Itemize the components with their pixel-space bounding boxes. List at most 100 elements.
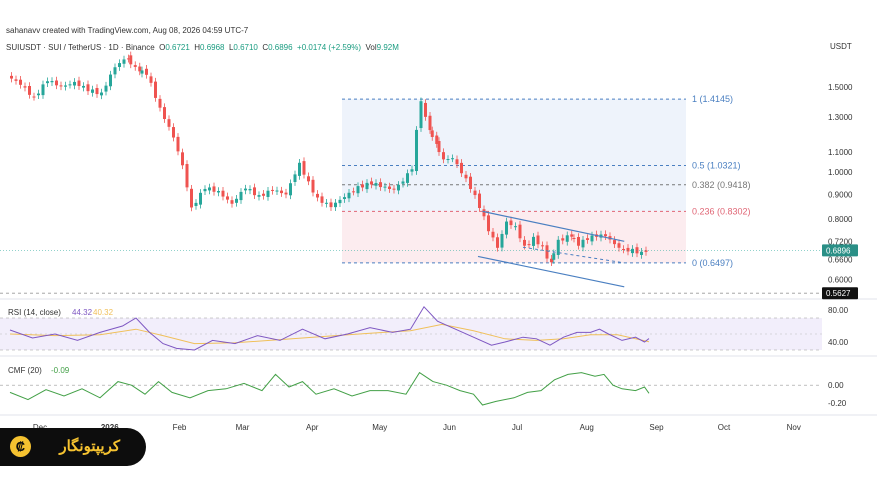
cmf-value: -0.09 <box>51 366 70 375</box>
candle-body <box>280 190 283 194</box>
candle-body <box>149 76 153 83</box>
price-tick-label: 0.7200 <box>828 237 853 246</box>
candle-body <box>388 186 391 190</box>
price-tick-label: 1.1000 <box>828 148 853 157</box>
candle-body <box>577 236 580 246</box>
candle-body <box>617 243 621 248</box>
time-tick-label: Aug <box>580 423 594 432</box>
candle-body <box>613 240 616 245</box>
channel-upper-line <box>482 210 625 242</box>
candle-body <box>129 55 133 65</box>
candle-body <box>41 84 45 96</box>
candle-body <box>145 68 148 75</box>
candle-body <box>590 235 594 242</box>
fib-zone-lower <box>342 211 686 263</box>
candle-body <box>352 191 355 193</box>
time-tick-label: Dec <box>33 423 47 432</box>
candle-body <box>435 135 439 144</box>
candle-body <box>451 158 454 160</box>
candle-body <box>127 58 130 60</box>
time-tick-label: Sep <box>649 423 664 432</box>
rsi-line <box>9 305 650 351</box>
time-tick-label: Jun <box>443 423 456 432</box>
candle-body <box>100 92 103 96</box>
fib-label: 1 (1.4145) <box>692 94 733 104</box>
candle-body <box>622 248 625 250</box>
rsi-tick-label: 80.00 <box>828 306 849 315</box>
low-value: 0.6710 <box>233 43 258 52</box>
candle-body <box>550 258 553 263</box>
candle-body <box>176 136 180 152</box>
candle-body <box>361 184 364 188</box>
brand-name: کریپتونگار <box>59 438 120 455</box>
rsi-tick-label: 40.00 <box>828 338 849 347</box>
candle-body <box>221 190 225 197</box>
candle-body <box>298 162 301 176</box>
close-label: C <box>262 43 269 52</box>
fib-label: 0.236 (0.8302) <box>692 206 751 216</box>
candle-body <box>293 174 297 182</box>
price-tick-label: 0.6000 <box>828 276 853 285</box>
candle-body <box>401 181 405 184</box>
candle-body <box>640 251 643 255</box>
candle-body <box>469 176 472 189</box>
high-label: H <box>194 43 201 52</box>
candle-body <box>491 231 495 238</box>
fib-label: 0.5 (1.0321) <box>692 161 741 171</box>
candle-body <box>275 190 279 192</box>
channel-lower-line <box>477 255 625 288</box>
currency-label: USDT <box>830 42 852 51</box>
price-tick-label: 0.6600 <box>828 256 853 265</box>
candle-body <box>473 190 477 196</box>
candle-body <box>379 182 382 188</box>
candle-body <box>163 107 166 119</box>
candle-body <box>217 191 220 193</box>
candle-body <box>230 200 234 204</box>
candle-body <box>487 215 490 232</box>
high-value: 0.6968 <box>200 43 225 52</box>
candle-body <box>565 235 569 242</box>
candle-body <box>406 173 409 183</box>
candle-body <box>203 188 207 192</box>
low-price-badge <box>822 287 858 300</box>
time-tick-label: Nov <box>787 423 801 432</box>
candle-body <box>271 189 274 191</box>
candle-body <box>59 85 63 87</box>
fib-zone-upper <box>342 99 686 212</box>
candle-body <box>46 81 49 84</box>
candle-body <box>302 161 306 175</box>
candle-body <box>64 85 67 87</box>
candle-body <box>374 183 378 186</box>
candle-body <box>140 70 144 74</box>
candle-body <box>122 59 126 64</box>
candle-body <box>581 239 585 248</box>
candle-body <box>14 79 18 81</box>
candle-body <box>118 63 121 68</box>
candle-body <box>86 84 90 92</box>
candle-body <box>356 186 360 194</box>
time-tick-label: Jul <box>512 423 522 432</box>
candle-body <box>482 209 486 217</box>
candle-body <box>347 192 351 199</box>
candle-body <box>320 196 324 203</box>
rsi-ma-line <box>9 323 650 345</box>
price-tick-label: 1.3000 <box>828 113 853 122</box>
fib-label: 0.382 (0.9418) <box>692 180 751 190</box>
candle-body <box>181 152 184 166</box>
candle-body <box>505 221 508 235</box>
candle-body <box>138 66 142 72</box>
candle-body <box>496 237 499 248</box>
candle-body <box>194 202 198 206</box>
candle-body <box>185 164 189 188</box>
credit-text: sahanavv created with TradingView.com, A… <box>6 26 249 35</box>
last-price-text: 0.6896 <box>826 246 851 255</box>
candle-body <box>572 237 576 239</box>
candle-body <box>158 98 162 108</box>
candle-body <box>586 238 589 240</box>
candle-body <box>235 198 238 203</box>
candle-body <box>437 141 441 153</box>
candle-body <box>316 193 319 198</box>
cmf-line <box>9 371 650 406</box>
candle-body <box>212 186 216 192</box>
